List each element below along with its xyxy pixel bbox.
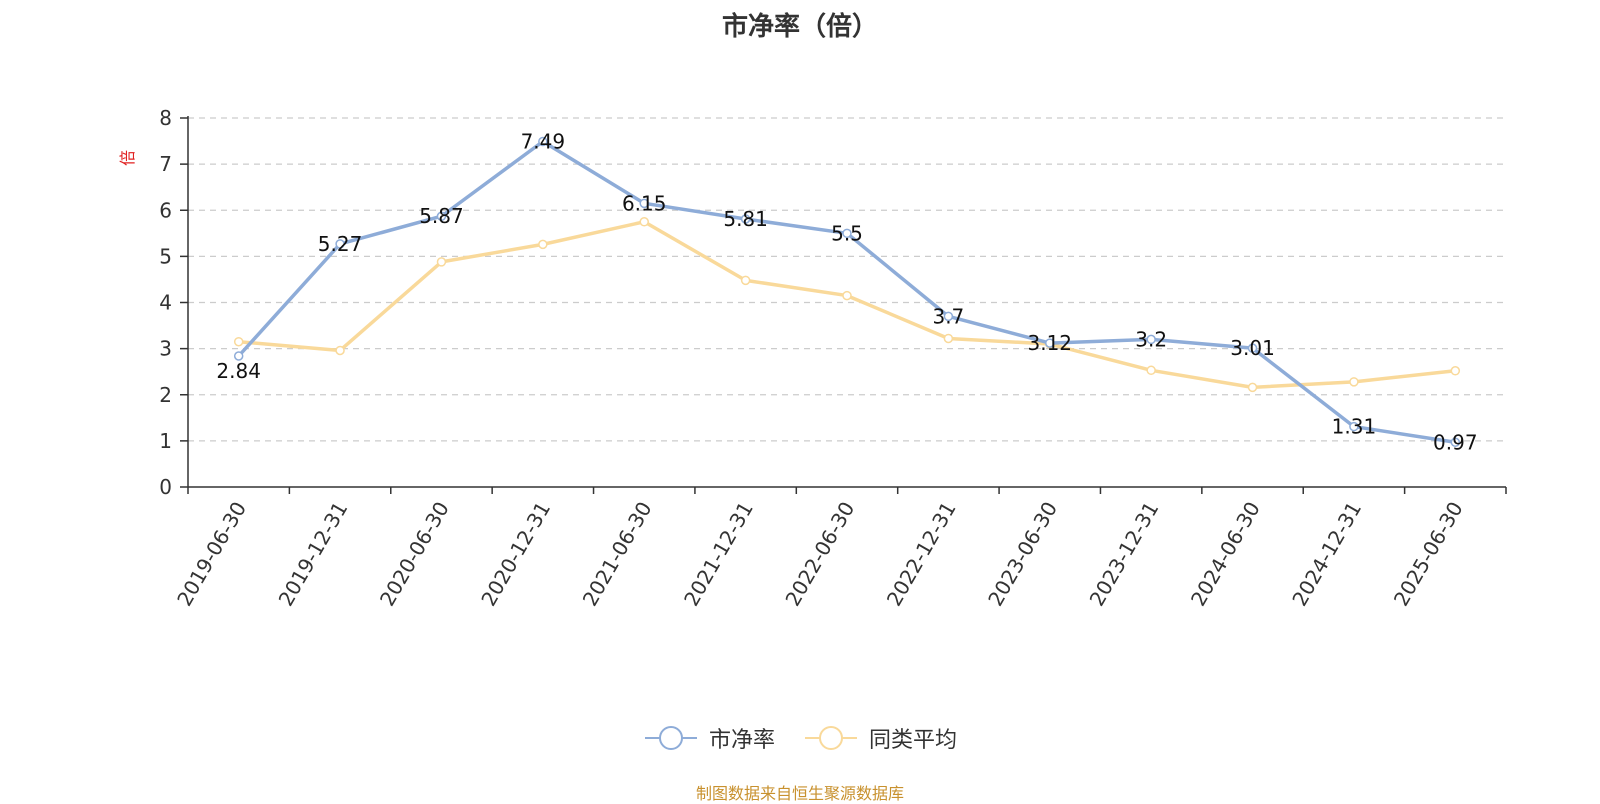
x-tick-label: 2021-12-31	[679, 498, 758, 611]
data-point	[233, 336, 244, 347]
legend-item-pb[interactable]: 市净率	[643, 722, 775, 754]
data-label: 6.15	[622, 191, 667, 215]
legend: 市净率 同类平均	[0, 722, 1600, 754]
legend-item-peer-average[interactable]: 同类平均	[803, 722, 957, 754]
data-label: 3.7	[932, 304, 964, 328]
data-point	[1247, 382, 1258, 393]
axes: 0 1 2 3 4 5 6 7 8 倍 2019-06-30 2019-12-31 2020-06-30…	[118, 106, 1507, 611]
data-label: 2.84	[216, 359, 261, 383]
y-tick-label: 3	[159, 337, 172, 361]
data-labels: 2.84 5.27 5.87 7.49 6.15 5.81 5.5 3.7 3.12 3.2 3.0…	[216, 130, 1477, 455]
data-point	[1450, 437, 1461, 448]
legend-marker-pb-icon	[644, 726, 697, 750]
x-tick-label: 2022-12-31	[882, 498, 961, 611]
data-label: 5.87	[419, 204, 464, 228]
series-lines	[233, 136, 1461, 448]
data-point	[538, 239, 548, 250]
x-tick-label: 2020-12-31	[476, 498, 555, 611]
data-point	[436, 257, 447, 267]
data-point	[1146, 334, 1156, 345]
data-point	[233, 351, 244, 361]
data-point	[538, 136, 548, 147]
x-tick-label: 2024-06-30	[1186, 498, 1265, 611]
data-point	[639, 198, 649, 209]
data-point	[436, 211, 447, 221]
data-point	[639, 217, 649, 227]
legend-marker-peer-average-icon	[805, 726, 857, 750]
data-point	[943, 311, 954, 322]
data-point	[842, 290, 852, 301]
x-tick-label: 2024-12-31	[1287, 498, 1366, 611]
data-point	[740, 275, 751, 286]
data-label: 5.27	[318, 232, 363, 256]
y-tick-label: 7	[159, 152, 172, 176]
data-point	[335, 345, 345, 356]
data-point	[943, 333, 954, 344]
y-unit-label: 倍	[118, 150, 137, 166]
source-note: 制图数据来自恒生聚源数据库	[695, 784, 904, 803]
y-tick-label: 1	[159, 429, 172, 453]
data-point	[1450, 366, 1461, 376]
x-tick-label: 2019-06-30	[172, 498, 251, 611]
y-tick-label: 2	[159, 383, 172, 407]
chart-title: 市净率（倍）	[721, 12, 878, 42]
x-tick-label: 2023-12-31	[1085, 498, 1164, 611]
legend-label-pb: 市净率	[708, 728, 775, 753]
data-point	[1146, 365, 1156, 376]
data-label: 1.31	[1332, 415, 1377, 439]
x-tick-label: 2019-12-31	[274, 498, 353, 611]
data-label: 3.12	[1028, 331, 1073, 355]
legend-label-peer-average: 同类平均	[869, 728, 958, 753]
x-tick-label: 2023-06-30	[983, 498, 1062, 611]
data-point	[1045, 338, 1055, 348]
data-point	[1349, 377, 1359, 387]
data-label: 7.49	[521, 130, 566, 154]
y-tick-label: 8	[159, 106, 172, 130]
x-tick-label: 2022-06-30	[780, 498, 859, 611]
data-point	[842, 228, 852, 239]
y-tick-label: 5	[159, 244, 172, 268]
y-tick-label: 0	[159, 475, 172, 499]
data-point	[335, 239, 345, 249]
data-label: 0.97	[1433, 430, 1478, 454]
data-label: 3.2	[1135, 327, 1167, 351]
data-label: 5.5	[831, 221, 863, 245]
y-tick-label: 6	[159, 198, 172, 222]
data-label: 5.81	[723, 207, 768, 231]
data-point	[1349, 421, 1359, 432]
x-tick-label: 2021-06-30	[578, 498, 657, 611]
data-point	[1247, 343, 1258, 353]
x-tick-label: 2020-06-30	[375, 498, 454, 611]
y-tick-label: 4	[159, 291, 172, 315]
data-point	[740, 214, 751, 224]
x-tick-label: 2025-06-30	[1389, 498, 1468, 611]
data-label: 3.01	[1230, 336, 1275, 360]
